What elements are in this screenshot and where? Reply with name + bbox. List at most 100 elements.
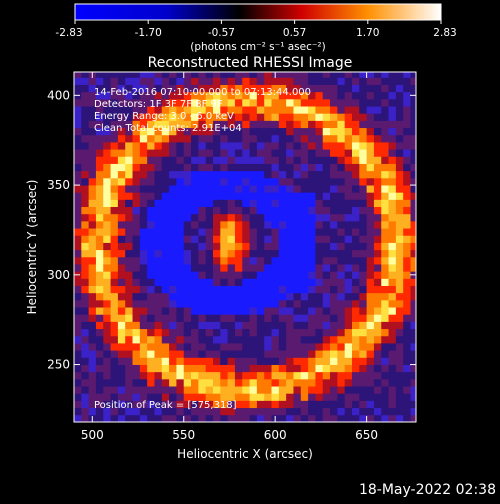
heatmap-cell — [293, 170, 302, 179]
heatmap-cell — [161, 142, 170, 150]
heatmap-cell — [315, 177, 324, 186]
heatmap-cell — [212, 393, 221, 401]
heatmap-cell — [373, 98, 382, 107]
heatmap-cell — [110, 235, 119, 243]
heatmap-cell — [132, 357, 141, 365]
heatmap-cell — [249, 314, 258, 322]
heatmap-cell — [212, 72, 221, 78]
heatmap-cell — [344, 285, 353, 294]
heatmap-cell — [183, 414, 192, 422]
heatmap-cell — [183, 378, 192, 387]
heatmap-cell — [366, 185, 375, 193]
heatmap-cell — [264, 278, 272, 286]
heatmap-cell — [308, 113, 316, 121]
heatmap-cell — [227, 127, 236, 136]
heatmap-cell — [95, 256, 104, 265]
heatmap-cell — [395, 177, 404, 186]
heatmap-cell — [212, 292, 221, 301]
heatmap-cell — [264, 77, 272, 85]
heatmap-cell — [337, 91, 346, 100]
heatmap-cell — [88, 142, 97, 150]
heatmap-cell — [161, 414, 170, 422]
heatmap-cell — [147, 321, 155, 330]
heatmap-cell — [169, 163, 177, 172]
heatmap-cell — [293, 106, 302, 114]
heatmap-cell — [227, 249, 236, 258]
heatmap-cell — [147, 299, 155, 308]
heatmap-cell — [139, 77, 148, 85]
heatmap-cell — [169, 350, 177, 358]
heatmap-cell — [205, 278, 214, 286]
heatmap-cell — [74, 185, 82, 193]
heatmap-cell — [103, 328, 111, 337]
heatmap-cell — [242, 307, 250, 315]
heatmap-cell — [205, 249, 214, 258]
heatmap-cell — [271, 371, 280, 380]
heatmap-cell — [125, 199, 133, 208]
heatmap-cell — [205, 213, 214, 222]
heatmap-cell — [110, 321, 119, 330]
heatmap-cell — [300, 235, 309, 243]
heatmap-cell — [344, 407, 353, 416]
heatmap-cell — [154, 343, 163, 351]
heatmap-cell — [403, 206, 411, 215]
heatmap-cell — [388, 220, 397, 229]
heatmap-cell — [74, 278, 82, 286]
heatmap-cell — [351, 278, 360, 286]
heatmap-cell — [191, 299, 199, 308]
heatmap-cell — [256, 292, 265, 301]
heatmap-cell — [176, 220, 185, 229]
heatmap-cell — [205, 113, 214, 121]
heatmap-cell — [154, 386, 163, 394]
heatmap-cell — [293, 264, 302, 272]
heatmap-cell — [139, 106, 148, 114]
heatmap-cell — [344, 84, 353, 93]
heatmap-cell — [271, 98, 280, 107]
heatmap-cell — [381, 264, 389, 272]
heatmap-cell — [88, 285, 97, 294]
heatmap-cell — [359, 127, 368, 136]
heatmap-cell — [278, 299, 287, 308]
heatmap-cell — [403, 228, 411, 236]
heatmap-cell — [117, 292, 126, 301]
heatmap-cell — [103, 292, 111, 301]
heatmap-cell — [198, 400, 207, 409]
heatmap-cell — [176, 343, 185, 351]
heatmap-cell — [132, 378, 141, 387]
heatmap-cell — [103, 113, 111, 121]
heatmap-cell — [249, 378, 258, 387]
heatmap-cell — [117, 378, 126, 387]
heatmap-cell — [395, 299, 404, 308]
heatmap-cell — [330, 292, 338, 301]
heatmap-cell — [381, 278, 389, 286]
heatmap-cell — [212, 163, 221, 172]
heatmap-cell — [359, 328, 368, 337]
heatmap-cell — [344, 206, 353, 215]
heatmap-cell — [308, 228, 316, 236]
colorbar-ticks: -2.83 -1.70 -0.57 0.57 1.70 2.83 — [55, 20, 457, 39]
heatmap-cell — [308, 364, 316, 373]
heatmap-cell — [351, 199, 360, 208]
heatmap-cell — [125, 328, 133, 337]
heatmap-cell — [293, 213, 302, 222]
heatmap-cell — [169, 185, 177, 193]
heatmap-cell — [154, 299, 163, 308]
heatmap-cell — [264, 206, 272, 215]
heatmap-cell — [322, 314, 331, 322]
heatmap-cell — [271, 220, 280, 229]
heatmap-cell — [110, 192, 119, 200]
heatmap-cell — [205, 127, 214, 136]
heatmap-cell — [410, 386, 416, 394]
heatmap-cell — [88, 84, 97, 93]
heatmap-cell — [176, 134, 185, 143]
heatmap-cell — [169, 343, 177, 351]
heatmap-cell — [322, 350, 331, 358]
heatmap-cell — [278, 127, 287, 136]
heatmap-cell — [103, 414, 111, 422]
heatmap-cell — [256, 299, 265, 308]
heatmap-cell — [95, 149, 104, 157]
heatmap-cell — [315, 378, 324, 387]
heatmap-cell — [234, 328, 243, 337]
x-tick-label: 550 — [172, 428, 195, 442]
heatmap-cell — [249, 407, 258, 416]
